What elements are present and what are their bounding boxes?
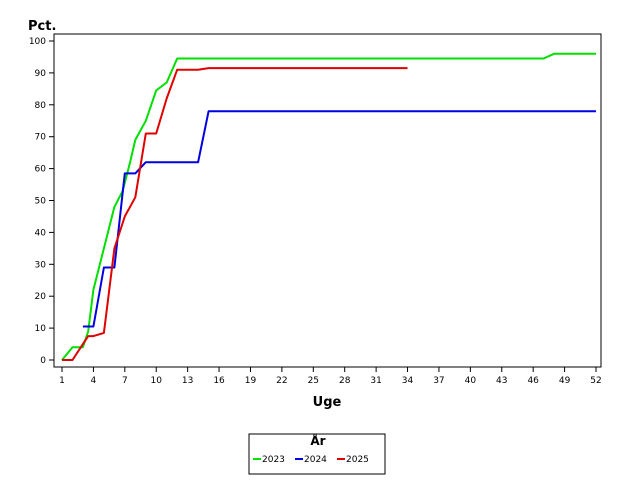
y-tick-label: 0 xyxy=(40,356,46,366)
x-tick-label: 4 xyxy=(91,376,97,386)
legend-label-2024: 2024 xyxy=(304,455,327,465)
x-tick-label: 49 xyxy=(559,376,571,386)
x-tick-label: 10 xyxy=(151,376,163,386)
x-axis-title: Uge xyxy=(313,395,342,410)
y-tick-label: 20 xyxy=(35,292,47,302)
legend-label-2023: 2023 xyxy=(262,455,285,465)
legend-box xyxy=(248,433,386,475)
y-tick-label: 100 xyxy=(29,37,46,47)
y-tick-label: 40 xyxy=(35,228,47,238)
x-tick-label: 37 xyxy=(433,376,444,386)
legend-label-2025: 2025 xyxy=(346,455,369,465)
x-axis: 1 4 7 10 13 16 19 22 25 28 31 34 37 40 43 46 49 52 xyxy=(59,367,602,386)
y-axis: 0 10 20 30 40 50 60 70 80 90 100 xyxy=(29,37,54,366)
y-axis-title: Pct. xyxy=(28,19,56,34)
legend-title: År xyxy=(310,433,325,448)
legend: År 2023 2024 2025 xyxy=(248,433,386,475)
y-tick-label: 70 xyxy=(35,133,47,143)
x-tick-label: 43 xyxy=(496,376,507,386)
y-tick-label: 10 xyxy=(35,324,47,334)
y-tick-label: 90 xyxy=(35,69,47,79)
x-tick-label: 46 xyxy=(527,376,539,386)
y-tick-label: 60 xyxy=(35,165,47,175)
x-tick-label: 34 xyxy=(402,376,414,386)
y-tick-label: 80 xyxy=(35,101,47,111)
legend-items: 2023 2024 2025 xyxy=(253,455,369,465)
x-tick-label: 1 xyxy=(59,376,65,386)
x-tick-label: 31 xyxy=(370,376,381,386)
x-tick-label: 22 xyxy=(276,376,287,386)
series-line-2025 xyxy=(62,67,408,361)
x-tick-label: 7 xyxy=(122,376,128,386)
x-tick-label: 19 xyxy=(245,376,257,386)
y-tick-label: 30 xyxy=(35,260,47,270)
x-tick-label: 40 xyxy=(465,376,477,386)
x-tick-label: 52 xyxy=(590,376,601,386)
series-line-2024 xyxy=(82,110,596,328)
series-layer xyxy=(61,52,596,361)
series-line-2023 xyxy=(61,52,596,361)
y-tick-label: 50 xyxy=(35,197,47,207)
x-tick-label: 16 xyxy=(213,376,225,386)
x-tick-label: 25 xyxy=(308,376,319,386)
x-tick-label: 28 xyxy=(339,376,351,386)
x-tick-label: 13 xyxy=(182,376,193,386)
plot-area xyxy=(53,33,602,368)
